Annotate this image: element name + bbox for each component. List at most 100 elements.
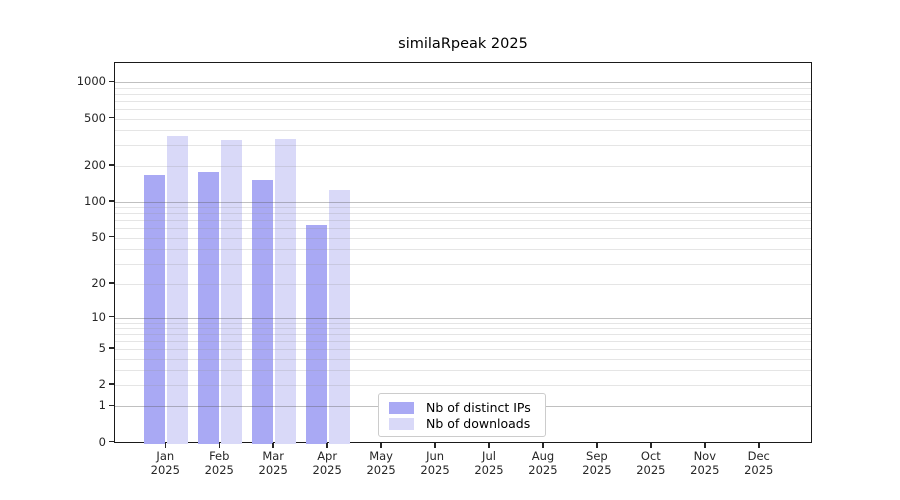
x-tick-year: 2025 xyxy=(150,463,180,477)
x-tick-label-sep: Sep 2025 xyxy=(571,449,623,477)
x-tick-month: Feb xyxy=(209,449,230,463)
x-tick-year: 2025 xyxy=(582,463,612,477)
x-tick-month: Nov xyxy=(693,449,717,463)
y-tick-mark xyxy=(109,235,114,238)
y-tick-label: 5 xyxy=(98,341,106,356)
x-tick-month: Dec xyxy=(747,449,770,463)
gridline-minor xyxy=(115,334,811,336)
x-tick-month: Aug xyxy=(531,449,555,463)
gridline-minor xyxy=(115,322,811,324)
gridline-minor xyxy=(115,87,811,89)
y-tick-mark xyxy=(109,282,114,284)
gridline-minor xyxy=(115,220,811,222)
bar-feb-ips xyxy=(198,171,220,444)
gridline-major xyxy=(115,317,811,319)
legend-swatch-downloads-icon xyxy=(389,417,414,430)
gridline-minor xyxy=(115,94,811,96)
gridline-minor xyxy=(115,283,811,285)
x-tick-month: Apr xyxy=(317,449,338,463)
gridline-minor xyxy=(115,213,811,215)
x-tick-mark xyxy=(704,443,706,448)
x-tick-month: Oct xyxy=(640,449,661,463)
gridline-major xyxy=(115,201,811,203)
gridline-minor xyxy=(115,118,811,120)
y-tick-label: 500 xyxy=(84,110,106,125)
bar-jan-downloads xyxy=(167,135,189,444)
x-tick-month: Jul xyxy=(482,449,496,463)
gridline-minor xyxy=(115,349,811,351)
x-tick-year: 2025 xyxy=(258,463,288,477)
gridline-minor xyxy=(115,207,811,209)
x-tick-year: 2025 xyxy=(690,463,720,477)
y-tick-mark xyxy=(109,116,114,119)
x-tick-mark xyxy=(380,443,382,448)
y-tick-mark xyxy=(109,404,114,407)
x-tick-year: 2025 xyxy=(636,463,666,477)
gridline-minor xyxy=(115,248,811,250)
legend-label-downloads: Nb of downloads xyxy=(426,416,531,431)
gridline-minor xyxy=(115,385,811,387)
y-tick-mark xyxy=(109,200,114,202)
x-tick-label-apr: Apr 2025 xyxy=(301,449,353,477)
y-tick-label: 2 xyxy=(98,377,106,392)
x-tick-label-jan: Jan 2025 xyxy=(139,449,191,477)
legend-swatch-distinct-ips-icon xyxy=(389,401,414,414)
x-tick-year: 2025 xyxy=(204,463,234,477)
y-tick-label: 200 xyxy=(84,158,106,173)
legend: Nb of distinct IPs Nb of downloads xyxy=(378,393,546,437)
gridline-minor xyxy=(115,237,811,239)
y-tick-mark xyxy=(109,164,114,166)
x-tick-month: Jun xyxy=(426,449,445,463)
gridline-minor xyxy=(115,101,811,102)
x-tick-label-jun: Jun 2025 xyxy=(409,449,461,477)
y-tick-mark xyxy=(109,440,114,443)
bar-jan-ips xyxy=(144,174,166,444)
y-tick-mark xyxy=(109,80,114,83)
y-tick-label: 100 xyxy=(84,193,106,208)
y-tick-label: 10 xyxy=(91,309,106,324)
x-tick-label-mar: Mar 2025 xyxy=(247,449,299,477)
x-tick-label-feb: Feb 2025 xyxy=(193,449,245,477)
x-tick-mark xyxy=(596,443,598,448)
gridline-minor xyxy=(115,358,811,360)
y-tick-mark xyxy=(109,383,114,385)
x-tick-month: May xyxy=(369,449,393,463)
bar-feb-downloads xyxy=(221,140,243,444)
bar-apr-ips xyxy=(306,224,328,444)
legend-item-downloads: Nb of downloads xyxy=(389,416,536,431)
bar-mar-downloads xyxy=(275,139,297,444)
x-tick-month: Sep xyxy=(586,449,608,463)
x-tick-mark xyxy=(326,443,328,448)
plot-area: Nb of distinct IPs Nb of downloads xyxy=(114,62,812,444)
gridline-minor xyxy=(115,228,811,230)
x-tick-label-may: May 2025 xyxy=(355,449,407,477)
y-tick-label: 50 xyxy=(91,229,106,244)
gridline-major xyxy=(115,82,811,84)
x-tick-year: 2025 xyxy=(528,463,558,477)
y-tick-label: 1 xyxy=(98,398,106,413)
x-tick-year: 2025 xyxy=(366,463,396,477)
legend-item-distinct-ips: Nb of distinct IPs xyxy=(389,400,536,415)
x-tick-mark xyxy=(758,443,760,448)
gridline-minor xyxy=(115,145,811,147)
x-tick-mark xyxy=(488,443,490,448)
x-tick-year: 2025 xyxy=(474,463,504,477)
y-tick-mark xyxy=(109,315,114,318)
gridline-minor xyxy=(115,130,811,132)
bar-mar-ips xyxy=(252,180,274,444)
x-tick-mark xyxy=(218,443,220,448)
gridline-minor xyxy=(115,327,811,329)
gridline-minor xyxy=(115,370,811,372)
x-tick-label-oct: Oct 2025 xyxy=(625,449,677,477)
legend-label-distinct-ips: Nb of distinct IPs xyxy=(426,400,531,415)
x-tick-year: 2025 xyxy=(312,463,342,477)
x-tick-label-aug: Aug 2025 xyxy=(517,449,569,477)
x-tick-month: Jan xyxy=(156,449,175,463)
gridline-minor xyxy=(115,109,811,111)
y-tick-label: 20 xyxy=(91,275,106,290)
x-tick-month: Mar xyxy=(262,449,285,463)
x-tick-mark xyxy=(164,443,167,448)
y-tick-mark xyxy=(109,347,114,349)
bar-apr-downloads xyxy=(329,190,351,444)
